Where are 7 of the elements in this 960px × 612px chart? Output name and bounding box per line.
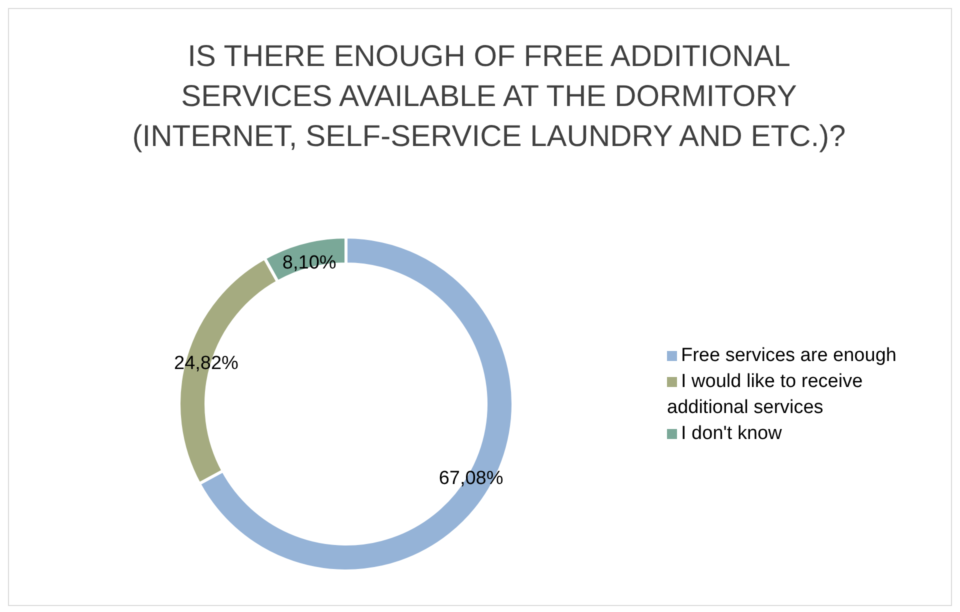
- data-label: 24,82%: [174, 352, 239, 374]
- legend-label: I would like to receive additional services: [667, 371, 863, 418]
- legend-label: I don't know: [681, 423, 782, 444]
- data-label: 8,10%: [282, 252, 336, 274]
- data-label: 67,08%: [438, 468, 504, 489]
- chart-title: IS THERE ENOUGH OF FREE ADDITIONAL SERVICES AVAILABLE AT THE DORMITORY (INTERNET, SELF-SERVICE LAUNDRY AND ETC.)?: [131, 39, 847, 155]
- legend-label: Free services are enough: [681, 345, 896, 366]
